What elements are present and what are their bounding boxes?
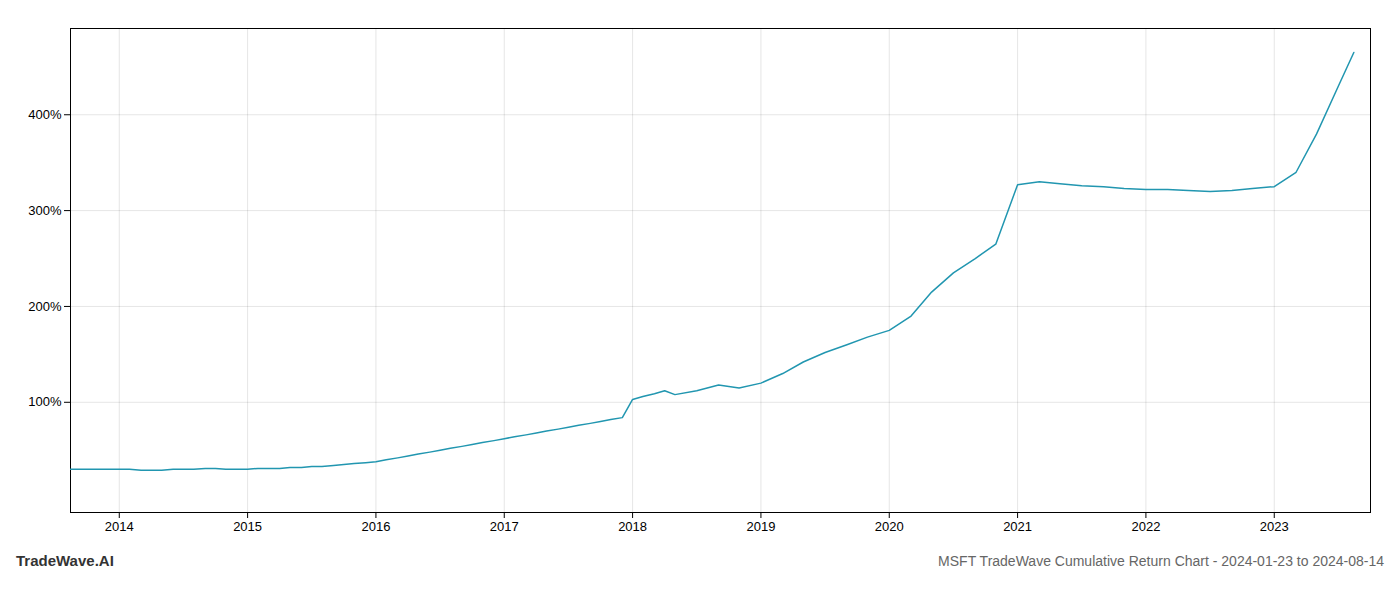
svg-text:2017: 2017 xyxy=(490,519,519,534)
html-text:TradeWave.AI: TradeWave.AI xyxy=(16,552,114,569)
html-text:MSFT TradeWave Cumulative Retu: MSFT TradeWave Cumulative Return Chart -… xyxy=(938,553,1384,569)
svg-text:2015: 2015 xyxy=(233,519,262,534)
svg-text:2023: 2023 xyxy=(1260,519,1289,534)
svg-text:2016: 2016 xyxy=(361,519,390,534)
svg-text:2019: 2019 xyxy=(746,519,775,534)
svg-text:100%: 100% xyxy=(28,394,62,409)
svg-text:300%: 300% xyxy=(28,203,62,218)
svg-text:2018: 2018 xyxy=(618,519,647,534)
svg-text:200%: 200% xyxy=(28,299,62,314)
svg-text:2022: 2022 xyxy=(1131,519,1160,534)
svg-text:400%: 400% xyxy=(28,107,62,122)
svg-text:2021: 2021 xyxy=(1003,519,1032,534)
svg-text:2020: 2020 xyxy=(875,519,904,534)
svg-text:2014: 2014 xyxy=(105,519,134,534)
